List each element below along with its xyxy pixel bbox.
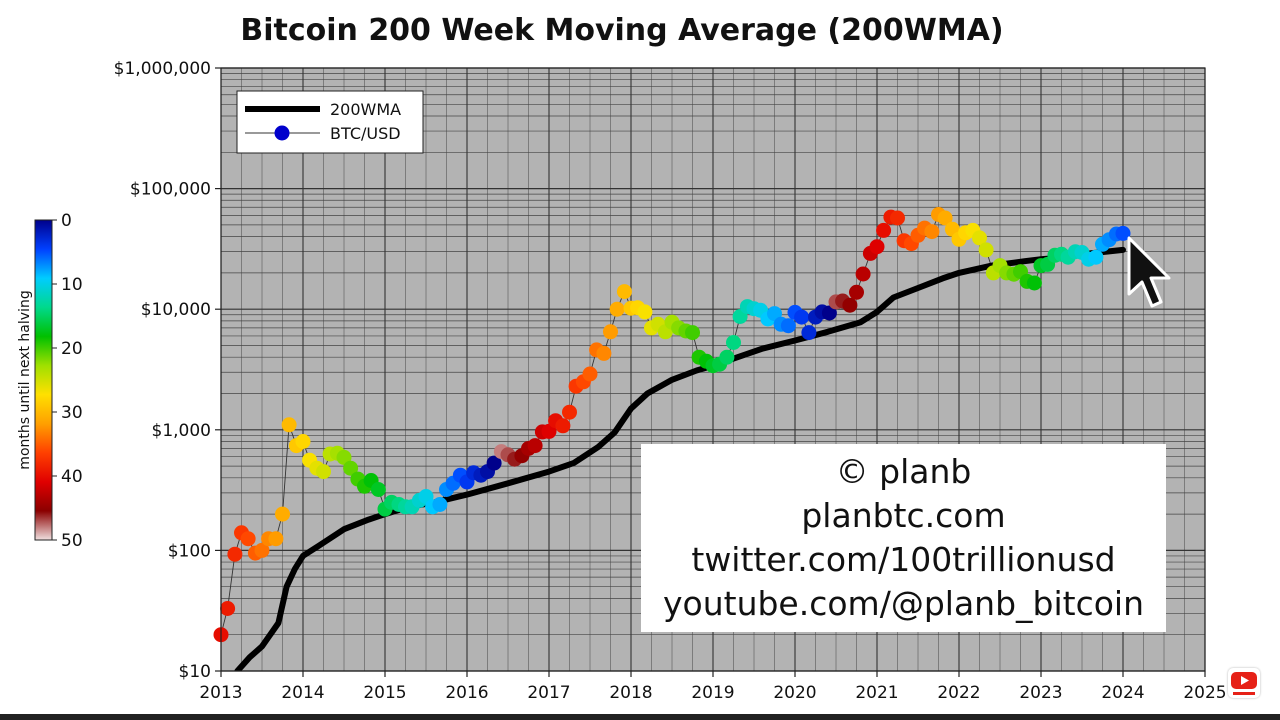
colorbar-gradient [34,219,53,541]
credit-line-copyright: © planb [835,452,972,491]
btc-point [767,306,782,322]
btc-point [336,449,352,465]
btc-point [1115,225,1131,241]
x-axis-labels: 2013 2014 2015 2016 2017 2018 2019 2020 2021 2022… [199,683,1226,703]
btc-point [268,531,284,547]
legend-btc-label: BTC/USD [330,124,401,143]
x-tick-label: 2014 [281,683,324,703]
wma-line [234,246,1126,671]
colorbar-tick-label: 30 [61,403,83,423]
btc-point [978,242,994,258]
btc-point [937,210,953,226]
btc-point [582,366,598,382]
btc-point [432,497,448,512]
btc-point [1088,249,1104,265]
colorbar: 0 10 20 30 40 50 months until next halving [17,211,83,551]
bottom-bar [0,714,1280,720]
chart-title: Bitcoin 200 Week Moving Average (200WMA) [240,13,1003,48]
y-tick-label: $100 [168,541,211,561]
btc-point [240,531,256,547]
btc-point [821,305,837,321]
btc-point [869,239,885,255]
btc-point [254,542,270,558]
x-tick-label: 2015 [363,683,406,703]
btc-point [220,601,236,616]
btc-point [370,482,386,497]
colorbar-tick-label: 20 [61,339,83,359]
y-axis-labels: $1,000,000 $100,000 $10,000 $1,000 $100 $10 [114,59,211,682]
x-tick-label: 2017 [527,683,570,703]
legend: 200WMA BTC/USD [236,90,424,154]
x-tick-label: 2019 [691,683,734,703]
btc-point [637,304,653,320]
x-tick-label: 2013 [199,683,242,703]
btc-point [527,438,543,454]
x-tick-label: 2021 [855,683,898,703]
btc-point [780,318,796,334]
btc-point [726,335,741,350]
btc-point [1026,275,1042,291]
x-tick-label: 2020 [773,683,816,703]
btc-point [616,284,632,300]
btc-point [281,417,297,433]
btc-point [890,210,905,226]
y-tick-label: $10,000 [141,300,211,320]
btc-point [555,418,571,434]
credit-line-website: planbtc.com [801,496,1006,535]
btc-point [486,455,502,471]
x-tick-label: 2022 [937,683,980,703]
colorbar-tick-label: 40 [61,467,83,487]
x-tick-label: 2024 [1101,683,1144,703]
x-tick-label: 2023 [1019,683,1062,703]
btc-point [719,349,735,365]
credit-box: © planb planbtc.com twitter.com/100trill… [641,444,1166,632]
colorbar-tick-label: 50 [61,531,83,551]
btc-point [596,345,612,361]
x-tick-label: 2025 [1183,683,1226,703]
legend-box [236,90,424,154]
btc-point [924,224,940,240]
btc-point [794,309,810,325]
series-layer [213,207,1131,671]
legend-btc-marker [274,125,290,141]
btc-point [562,404,577,420]
plot-border [220,67,1206,672]
btc-point [609,301,625,317]
y-tick-label: $1,000 [152,421,211,441]
y-tick-label: $100,000 [130,180,211,200]
btc-point [685,325,700,341]
x-tick-label: 2016 [445,683,488,703]
btc-point [227,546,243,562]
btc-point [316,464,331,480]
colorbar-label: months until next halving [17,290,33,469]
x-tick-label: 2018 [609,683,652,703]
btc-point [343,460,359,476]
btc-point [972,230,987,246]
credit-line-twitter: twitter.com/100trillionusd [691,540,1116,579]
legend-wma-label: 200WMA [330,100,401,119]
btc-point [842,297,858,313]
colorbar-tick-label: 10 [61,275,83,295]
btc-point [876,222,892,238]
btc-point [295,434,311,449]
credit-line-youtube: youtube.com/@planb_bitcoin [663,584,1144,623]
btc-point [855,266,871,282]
colorbar-tick-label: 0 [61,211,72,231]
mouse-pointer-icon [1127,236,1171,308]
btc-point [801,325,817,341]
btc-point [275,506,290,522]
btc-point [541,423,557,439]
btc-point [849,284,864,300]
btc-point [603,324,618,340]
y-tick-label: $1,000,000 [114,59,211,79]
youtube-subscribe-icon[interactable] [1228,668,1260,698]
y-tick-label: $10 [179,662,211,682]
